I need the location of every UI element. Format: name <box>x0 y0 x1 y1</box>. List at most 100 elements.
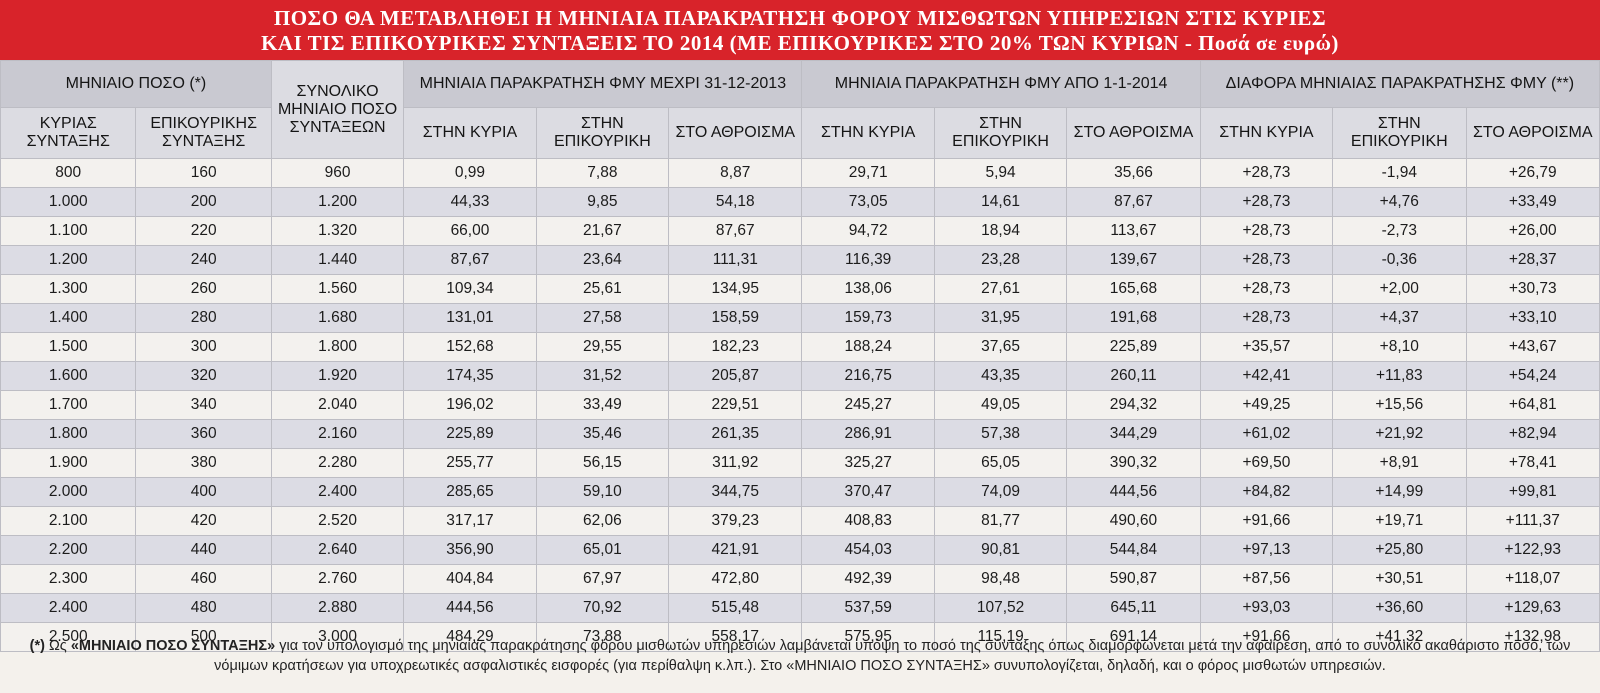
cell-w2014-aux: 18,94 <box>933 216 1068 246</box>
cell-w2013-sum: 158,59 <box>668 303 803 333</box>
footnote-term-2: «ΜΗΝΙΑΙΟ ΠΟΣΟ ΣΥΝΤΑΞΗΣ» <box>786 658 990 674</box>
cell-diff-aux: +8,91 <box>1332 448 1467 478</box>
header-withholding-2014: ΜΗΝΙΑΙΑ ΠΑΡΑΚΡΑΤΗΣΗ ΦΜΥ ΑΠΟ 1-1-2014 <box>801 60 1201 108</box>
header-2014-sum: ΣΤΟ ΑΘΡΟΙΣΜΑ <box>1066 107 1201 159</box>
cell-diff-sum: +111,37 <box>1465 506 1600 536</box>
cell-w2014-aux: 57,38 <box>933 419 1068 449</box>
header-2013-sum: ΣΤΟ ΑΘΡΟΙΣΜΑ <box>668 107 803 159</box>
table-body: 800 160 960 0,99 7,88 8,87 29,71 5,94 35,66 +28,7… <box>0 158 1600 652</box>
cell-main-pension: 2.500 <box>0 622 137 652</box>
table-row: 2.400 480 2.880 444,56 70,92 515,48 537,59 107,… <box>0 593 1600 623</box>
table-row: 2.500 500 3.000 484,29 73,88 558,17 575,95 115,… <box>0 622 1600 652</box>
cell-main-pension: 1.800 <box>0 419 137 449</box>
header-diff-aux: ΣΤΗΝ ΕΠΙΚΟΥΡΙΚΗ <box>1332 107 1467 159</box>
cell-w2014-sum: 294,32 <box>1066 390 1201 420</box>
cell-diff-main: +28,73 <box>1199 187 1334 217</box>
cell-aux-pension: 240 <box>135 245 272 275</box>
footnote-text-1: Ως <box>44 638 71 654</box>
cell-aux-pension: 260 <box>135 274 272 304</box>
cell-w2013-aux: 31,52 <box>535 361 670 391</box>
cell-w2013-sum: 261,35 <box>668 419 803 449</box>
cell-aux-pension: 460 <box>135 564 272 594</box>
cell-w2014-aux: 81,77 <box>933 506 1068 536</box>
cell-w2013-sum: 111,31 <box>668 245 803 275</box>
cell-total-monthly: 2.280 <box>270 448 405 478</box>
cell-w2013-main: 196,02 <box>403 390 537 420</box>
cell-w2014-aux: 23,28 <box>933 245 1068 275</box>
cell-w2014-main: 94,72 <box>801 216 935 246</box>
cell-w2014-main: 408,83 <box>801 506 935 536</box>
cell-w2013-aux: 21,67 <box>535 216 670 246</box>
cell-total-monthly: 2.880 <box>270 593 405 623</box>
cell-diff-sum: +78,41 <box>1465 448 1600 478</box>
table-row: 2.300 460 2.760 404,84 67,97 472,80 492,39 98,4… <box>0 564 1600 594</box>
cell-w2014-aux: 43,35 <box>933 361 1068 391</box>
cell-w2013-sum: 379,23 <box>668 506 803 536</box>
cell-w2014-aux: 49,05 <box>933 390 1068 420</box>
cell-diff-main: +28,73 <box>1199 158 1334 188</box>
cell-total-monthly: 960 <box>270 158 405 188</box>
cell-main-pension: 1.700 <box>0 390 137 420</box>
cell-w2013-sum: 558,17 <box>668 622 803 652</box>
cell-w2014-aux: 37,65 <box>933 332 1068 362</box>
cell-w2014-sum: 260,11 <box>1066 361 1201 391</box>
cell-diff-main: +91,66 <box>1199 506 1334 536</box>
header-withholding-2013: ΜΗΝΙΑΙΑ ΠΑΡΑΚΡΑΤΗΣΗ ΦΜΥ ΜΕΧΡΙ 31-12-2013 <box>403 60 803 108</box>
title-line-1: ΠΟΣΟ ΘΑ ΜΕΤΑΒΛΗΘΕΙ Η ΜΗΝΙΑΙΑ ΠΑΡΑΚΡΑΤΗΣΗ… <box>273 6 1327 30</box>
cell-diff-sum: +122,93 <box>1465 535 1600 565</box>
header-diff-main: ΣΤΗΝ ΚΥΡΙΑ <box>1199 107 1334 159</box>
cell-main-pension: 1.400 <box>0 303 137 333</box>
cell-aux-pension: 360 <box>135 419 272 449</box>
table-row: 1.500 300 1.800 152,68 29,55 182,23 188,24 37,6… <box>0 332 1600 362</box>
cell-total-monthly: 1.560 <box>270 274 405 304</box>
cell-aux-pension: 420 <box>135 506 272 536</box>
cell-diff-sum: +99,81 <box>1465 477 1600 507</box>
cell-diff-aux: -1,94 <box>1332 158 1467 188</box>
cell-w2014-aux: 98,48 <box>933 564 1068 594</box>
cell-w2013-aux: 29,55 <box>535 332 670 362</box>
cell-total-monthly: 2.640 <box>270 535 405 565</box>
cell-diff-aux: +11,83 <box>1332 361 1467 391</box>
cell-w2013-aux: 35,46 <box>535 419 670 449</box>
cell-w2014-main: 245,27 <box>801 390 935 420</box>
cell-aux-pension: 500 <box>135 622 272 652</box>
cell-main-pension: 2.000 <box>0 477 137 507</box>
cell-w2013-aux: 70,92 <box>535 593 670 623</box>
table-row: 800 160 960 0,99 7,88 8,87 29,71 5,94 35,66 +28,7… <box>0 158 1600 188</box>
cell-w2014-main: 116,39 <box>801 245 935 275</box>
cell-diff-sum: +132,98 <box>1465 622 1600 652</box>
cell-w2014-aux: 115,19 <box>933 622 1068 652</box>
cell-total-monthly: 1.320 <box>270 216 405 246</box>
header-monthly-amount: ΜΗΝΙΑΙΟ ΠΟΣΟ (*) <box>0 60 272 108</box>
cell-diff-aux: -0,36 <box>1332 245 1467 275</box>
cell-diff-aux: +2,00 <box>1332 274 1467 304</box>
cell-w2013-aux: 7,88 <box>535 158 670 188</box>
cell-w2013-main: 174,35 <box>403 361 537 391</box>
cell-aux-pension: 160 <box>135 158 272 188</box>
cell-total-monthly: 1.920 <box>270 361 405 391</box>
cell-aux-pension: 280 <box>135 303 272 333</box>
cell-w2014-aux: 5,94 <box>933 158 1068 188</box>
cell-w2014-sum: 344,29 <box>1066 419 1201 449</box>
cell-w2013-aux: 33,49 <box>535 390 670 420</box>
cell-w2014-aux: 27,61 <box>933 274 1068 304</box>
cell-w2014-main: 159,73 <box>801 303 935 333</box>
cell-diff-main: +42,41 <box>1199 361 1334 391</box>
table-row: 1.400 280 1.680 131,01 27,58 158,59 159,73 31,9… <box>0 303 1600 333</box>
table-title: ΠΟΣΟ ΘΑ ΜΕΤΑΒΛΗΘΕΙ Η ΜΗΝΙΑΙΑ ΠΑΡΑΚΡΑΤΗΣΗ… <box>0 0 1600 60</box>
cell-w2013-sum: 229,51 <box>668 390 803 420</box>
table-row: 1.300 260 1.560 109,34 25,61 134,95 138,06 27,6… <box>0 274 1600 304</box>
cell-w2014-sum: 87,67 <box>1066 187 1201 217</box>
cell-w2014-main: 537,59 <box>801 593 935 623</box>
cell-diff-aux: +8,10 <box>1332 332 1467 362</box>
cell-aux-pension: 340 <box>135 390 272 420</box>
table-row: 2.000 400 2.400 285,65 59,10 344,75 370,47 74,0… <box>0 477 1600 507</box>
cell-w2014-sum: 139,67 <box>1066 245 1201 275</box>
cell-diff-aux: +14,99 <box>1332 477 1467 507</box>
cell-w2013-aux: 25,61 <box>535 274 670 304</box>
cell-w2014-main: 138,06 <box>801 274 935 304</box>
cell-w2014-main: 188,24 <box>801 332 935 362</box>
cell-w2013-main: 131,01 <box>403 303 537 333</box>
cell-w2013-main: 444,56 <box>403 593 537 623</box>
cell-w2014-sum: 490,60 <box>1066 506 1201 536</box>
